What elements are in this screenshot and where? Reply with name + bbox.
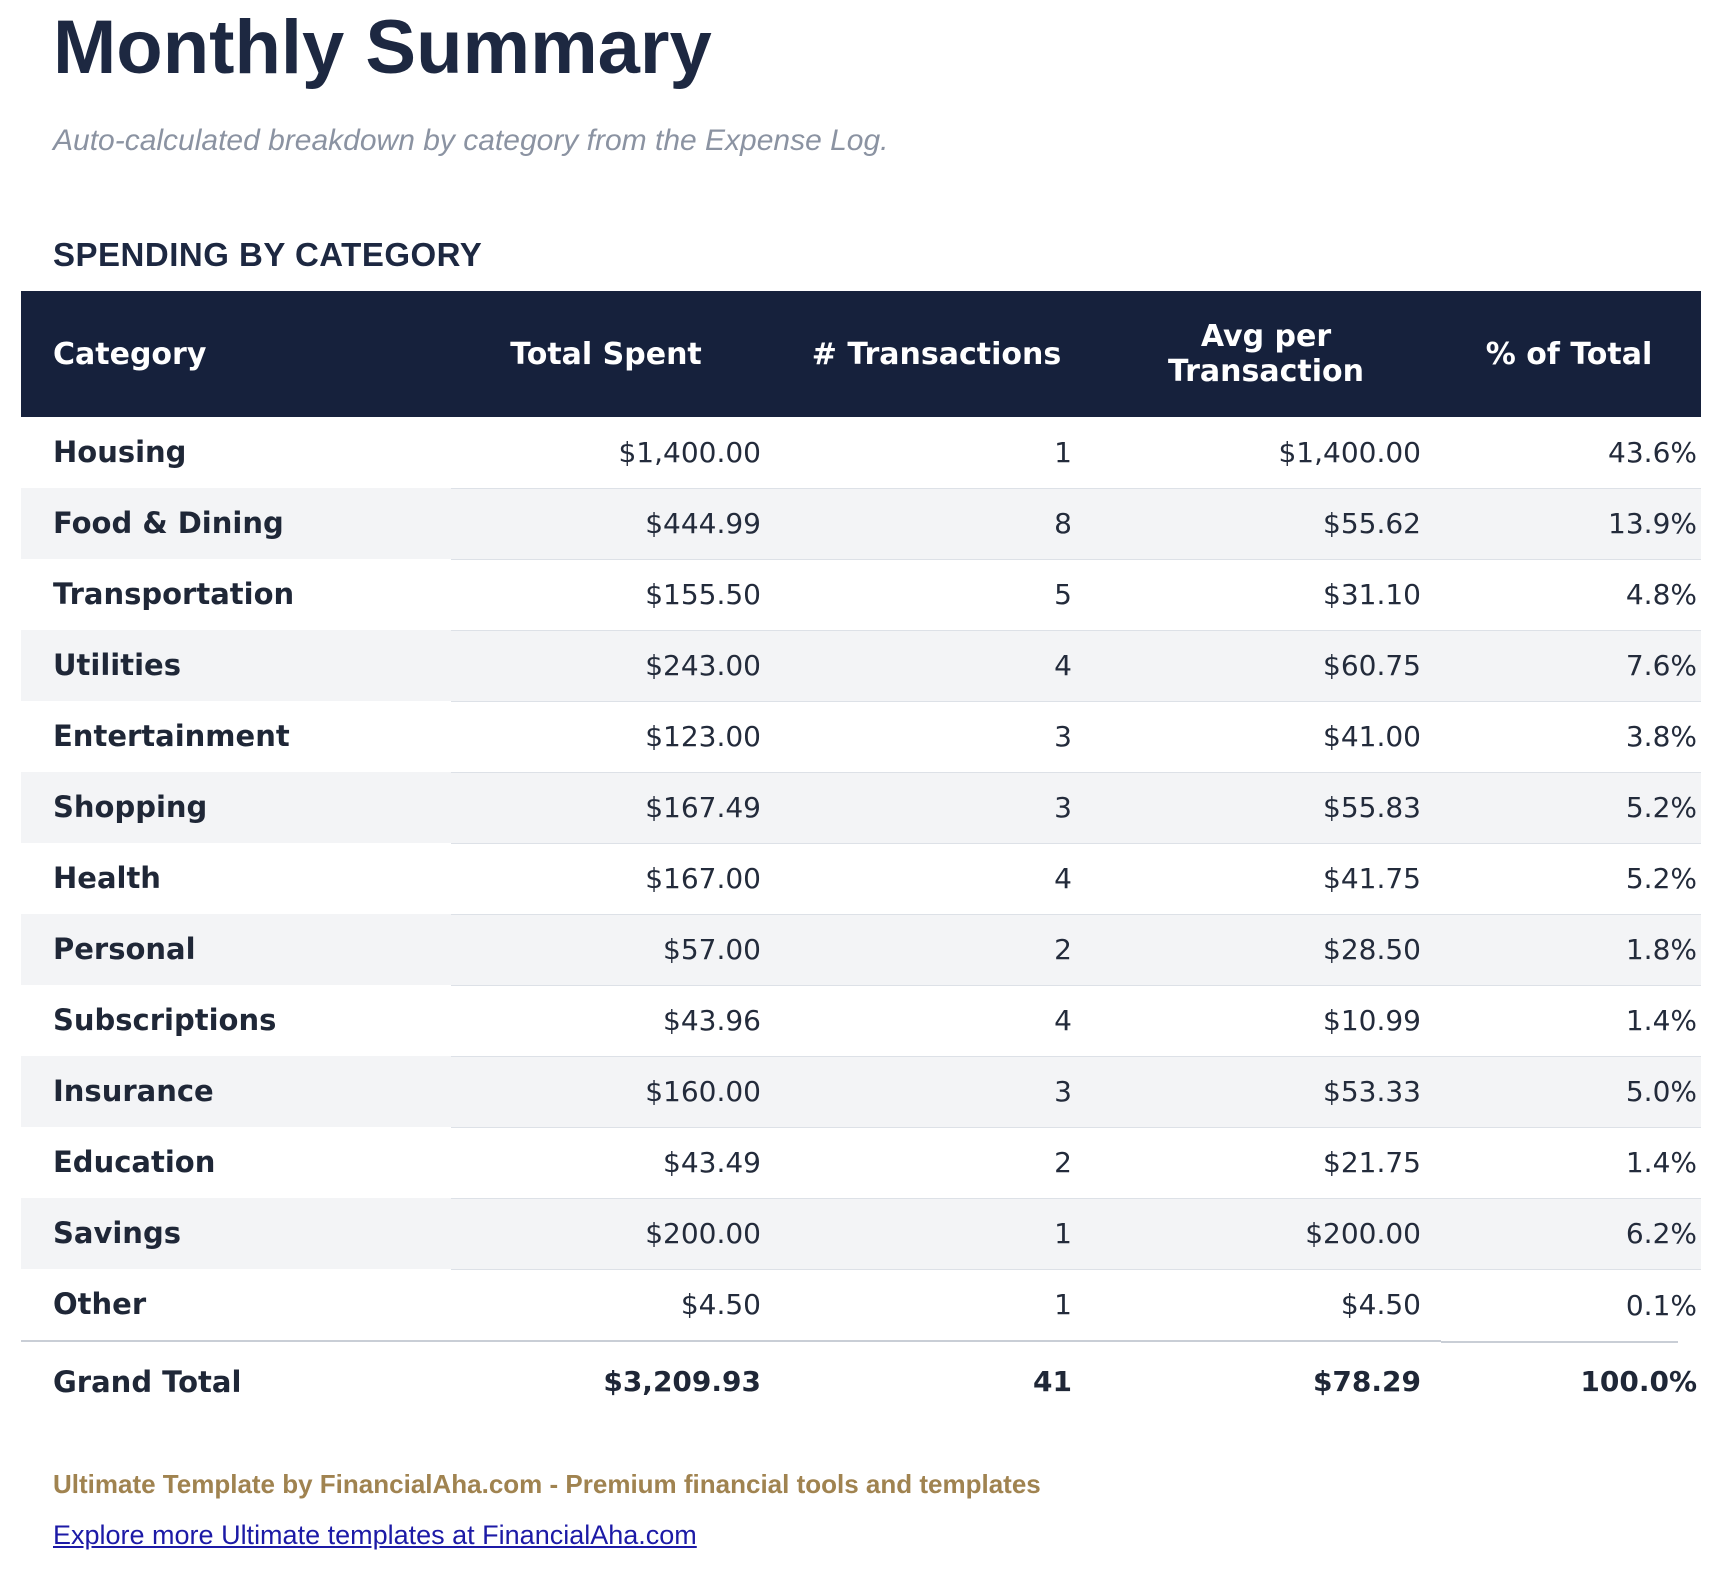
table-row: Personal $57.00 2 $28.50 1.8%: [21, 914, 1701, 985]
cell-transactions: 4: [801, 985, 1111, 1056]
table-row: Housing $1,400.00 1 $1,400.00 43.6%: [21, 417, 1701, 488]
table-row: Food & Dining $444.99 8 $55.62 13.9%: [21, 488, 1701, 559]
table-row: Education $43.49 2 $21.75 1.4%: [21, 1127, 1701, 1198]
cell-category: Savings: [53, 1216, 181, 1250]
cell-pct: 5.0%: [1441, 1056, 1701, 1127]
cell-avg: $200.00: [1111, 1198, 1441, 1269]
footer-link-row: Explore more Ultimate templates at Finan…: [53, 1519, 1701, 1551]
cell-avg: $55.62: [1111, 488, 1441, 559]
cell-category: Housing: [53, 435, 187, 469]
grand-total-avg: $78.29: [1111, 1340, 1441, 1421]
cell-pct: 5.2%: [1441, 843, 1701, 914]
cell-category: Education: [53, 1145, 216, 1179]
cell-category: Personal: [53, 932, 196, 966]
cell-pct: 6.2%: [1441, 1198, 1701, 1269]
cell-total-spent: $160.00: [451, 1056, 801, 1127]
table-row: Savings $200.00 1 $200.00 6.2%: [21, 1198, 1701, 1269]
cell-total-spent: $123.00: [451, 701, 801, 772]
cell-category: Utilities: [53, 648, 181, 682]
column-header-avg-per-transaction: Avg per Transaction: [1111, 291, 1441, 417]
cell-pct: 13.9%: [1441, 488, 1701, 559]
grand-total-label: Grand Total: [21, 1340, 451, 1421]
cell-pct: 43.6%: [1608, 436, 1697, 469]
cell-avg: $53.33: [1111, 1056, 1441, 1127]
cell-category: Subscriptions: [53, 1003, 277, 1037]
column-header-pct-of-total: % of Total: [1441, 291, 1701, 417]
cell-pct: 3.8%: [1441, 701, 1701, 772]
cell-category: Shopping: [53, 790, 208, 824]
cell-avg: $60.75: [1111, 630, 1441, 701]
column-header-total-spent: Total Spent: [451, 291, 801, 417]
table-row: Shopping $167.49 3 $55.83 5.2%: [21, 772, 1701, 843]
table-header-row: Category Total Spent # Transactions Avg …: [21, 291, 1701, 417]
table-row: Health $167.00 4 $41.75 5.2%: [21, 843, 1701, 914]
column-header-category: Category: [21, 291, 451, 417]
cell-total-spent: $243.00: [451, 630, 801, 701]
cell-pct: 5.2%: [1441, 772, 1701, 843]
cell-transactions: 3: [801, 1056, 1111, 1127]
category-rows: Housing $1,400.00 1 $1,400.00 43.6% Food…: [21, 417, 1701, 1341]
cell-pct: 4.8%: [1441, 559, 1701, 630]
grand-total-spent: $3,209.93: [451, 1340, 801, 1421]
cell-avg: $4.50: [1111, 1269, 1441, 1341]
cell-avg: $10.99: [1111, 985, 1441, 1056]
branding-line: Ultimate Template by FinancialAha.com - …: [53, 1469, 1041, 1499]
cell-transactions: 3: [801, 701, 1111, 772]
cell-avg: $55.83: [1111, 772, 1441, 843]
table-row: Utilities $243.00 4 $60.75 7.6%: [21, 630, 1701, 701]
cell-avg: $1,400.00: [1278, 436, 1421, 469]
table-row: Entertainment $123.00 3 $41.00 3.8%: [21, 701, 1701, 772]
cell-transactions: 5: [801, 559, 1111, 630]
spending-by-category-table: Category Total Spent # Transactions Avg …: [21, 291, 1701, 1421]
table-row: Transportation $155.50 5 $31.10 4.8%: [21, 559, 1701, 630]
cell-avg: $41.00: [1111, 701, 1441, 772]
section-heading-spending-by-category: SPENDING BY CATEGORY: [53, 236, 483, 273]
cell-category: Insurance: [53, 1074, 214, 1108]
cell-category: Food & Dining: [53, 506, 284, 540]
page-title: Monthly Summary: [53, 5, 712, 90]
grand-total-row: Grand Total $3,209.93 41 $78.29 100.0%: [21, 1340, 1701, 1421]
table-row: Subscriptions $43.96 4 $10.99 1.4%: [21, 985, 1701, 1056]
cell-transactions: 1: [801, 1198, 1111, 1269]
cell-category: Health: [53, 861, 161, 895]
cell-transactions: 3: [801, 772, 1111, 843]
cell-transactions: 4: [801, 843, 1111, 914]
cell-total-spent: $43.96: [451, 985, 801, 1056]
cell-category: Other: [53, 1287, 147, 1321]
cell-category: Transportation: [53, 577, 295, 611]
cell-pct: 1.8%: [1441, 914, 1701, 985]
cell-transactions: 1: [1054, 436, 1072, 469]
cell-total-spent: $43.49: [451, 1127, 801, 1198]
cell-total-spent: $167.49: [451, 772, 801, 843]
cell-pct: 1.4%: [1441, 985, 1701, 1056]
cell-total-spent: $200.00: [451, 1198, 801, 1269]
table-row: Insurance $160.00 3 $53.33 5.0%: [21, 1056, 1701, 1127]
cell-total-spent: $167.00: [451, 843, 801, 914]
column-header-num-transactions: # Transactions: [801, 291, 1111, 417]
cell-pct: 1.4%: [1441, 1127, 1701, 1198]
cell-total-spent: $155.50: [451, 559, 801, 630]
cell-total-spent: $4.50: [451, 1269, 801, 1341]
page-subtitle: Auto-calculated breakdown by category fr…: [53, 124, 889, 157]
cell-avg: $28.50: [1111, 914, 1441, 985]
cell-avg: $21.75: [1111, 1127, 1441, 1198]
cell-total-spent: $57.00: [451, 914, 801, 985]
cell-total-spent: $1,400.00: [618, 436, 761, 469]
cell-avg: $41.75: [1111, 843, 1441, 914]
grand-total-transactions: 41: [801, 1340, 1111, 1421]
explore-templates-link[interactable]: Explore more Ultimate templates at Finan…: [53, 1520, 697, 1550]
table-row: Other $4.50 1 $4.50 0.1%: [21, 1269, 1701, 1341]
cell-avg: $31.10: [1111, 559, 1441, 630]
cell-transactions: 4: [801, 630, 1111, 701]
cell-transactions: 2: [801, 914, 1111, 985]
cell-transactions: 1: [801, 1269, 1111, 1341]
cell-pct: 0.1%: [1441, 1269, 1701, 1341]
grand-total-pct: 100.0%: [1441, 1341, 1701, 1421]
cell-total-spent: $444.99: [451, 488, 801, 559]
cell-transactions: 8: [801, 488, 1111, 559]
cell-transactions: 2: [801, 1127, 1111, 1198]
cell-pct: 7.6%: [1441, 630, 1701, 701]
cell-category: Entertainment: [53, 719, 290, 753]
